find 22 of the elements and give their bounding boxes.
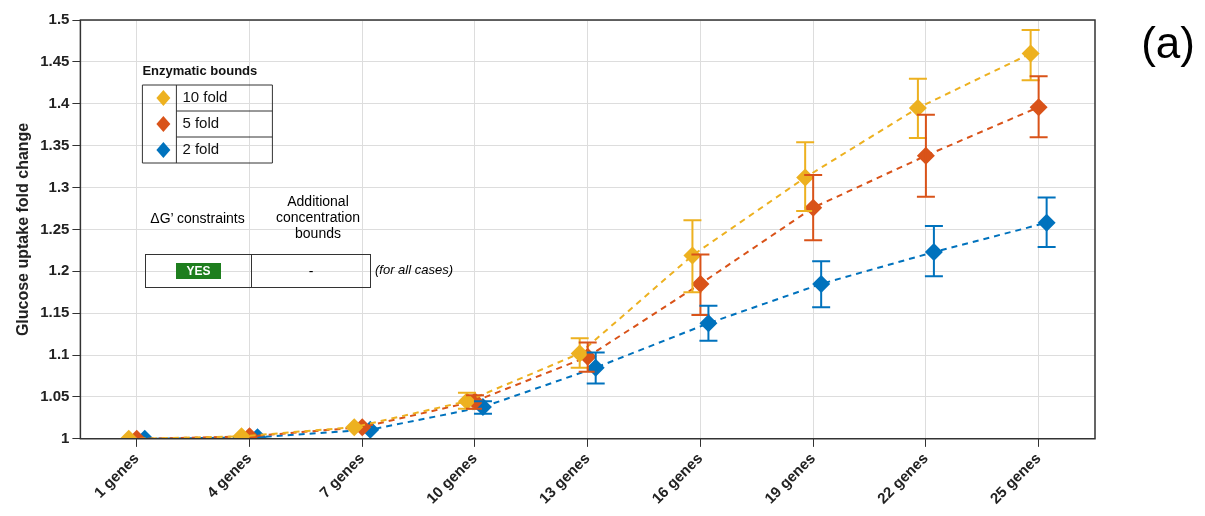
y-tick-label: 1.4 xyxy=(48,93,71,111)
annotation: ΔG’ constraints xyxy=(149,210,246,226)
annotation: Additional concentration bounds xyxy=(274,193,362,241)
annotation: YES xyxy=(176,263,221,279)
legend-label: 2 fold xyxy=(182,140,220,158)
annotation: (for all cases) xyxy=(375,262,454,277)
y-tick-label: 1.15 xyxy=(40,303,70,321)
legend-title: Enzymatic bounds xyxy=(142,62,258,78)
y-tick-label: 1.3 xyxy=(48,177,70,195)
y-tick-label: 1.5 xyxy=(48,10,70,28)
y-tick-label: 1.25 xyxy=(40,219,70,237)
y-tick-label: 1.05 xyxy=(40,387,70,405)
y-tick-label: 1 xyxy=(61,429,70,447)
annotation: - xyxy=(251,254,371,288)
y-tick-label: 1.45 xyxy=(40,52,70,70)
y-axis-title: Glucose uptake fold change xyxy=(14,122,32,337)
legend-label: 10 fold xyxy=(182,88,228,106)
y-tick-label: 1.2 xyxy=(48,261,70,279)
y-tick-label: 1.35 xyxy=(40,135,70,153)
text: (a) xyxy=(1141,18,1195,68)
y-tick-label: 1.1 xyxy=(48,345,70,363)
legend-label: 5 fold xyxy=(182,114,220,132)
